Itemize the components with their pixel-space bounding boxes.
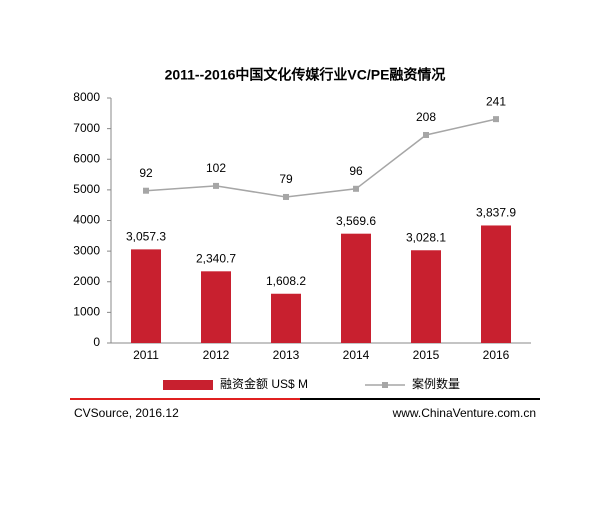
x-tick-label: 2011: [133, 348, 159, 362]
data-label: 102: [206, 161, 226, 175]
marker: [353, 185, 359, 192]
source: CVSource, 2016.12: [74, 406, 179, 420]
legend-swatch: [163, 380, 213, 390]
legend-marker: [382, 382, 388, 388]
data-label: 2,340.7: [196, 251, 236, 265]
y-tick-label: 5000: [73, 182, 100, 196]
x-tick-label: 2012: [203, 348, 230, 362]
bar: [131, 249, 161, 343]
data-label: 208: [416, 110, 436, 124]
data-label: 3,569.6: [336, 214, 376, 228]
data-label: 3,837.9: [476, 206, 516, 220]
legend-label: 案例数量: [412, 376, 460, 391]
marker: [213, 182, 219, 189]
y-tick-label: 3000: [73, 243, 100, 257]
x-tick-label: 2016: [483, 348, 510, 362]
data-label: 96: [349, 164, 363, 178]
y-tick-label: 7000: [73, 121, 100, 135]
bar: [411, 250, 441, 343]
data-label: 3,028.1: [406, 230, 446, 244]
marker: [493, 116, 499, 123]
data-label: 92: [139, 166, 153, 180]
data-label: 241: [486, 94, 506, 108]
legend-label: 融资金额 US$ M: [220, 376, 308, 391]
bar: [341, 233, 371, 343]
bar: [481, 225, 511, 343]
y-tick-label: 8000: [73, 90, 100, 104]
marker: [283, 193, 289, 200]
data-label: 79: [279, 172, 293, 186]
chart-title: 2011--2016中国文化传媒行业VC/PE融资情况: [165, 67, 446, 83]
x-tick-label: 2013: [273, 348, 300, 362]
y-tick-label: 1000: [73, 305, 100, 319]
y-tick-label: 2000: [73, 274, 100, 288]
line: [145, 118, 497, 198]
website: www.ChinaVenture.com.cn: [392, 406, 536, 420]
y-tick-label: 4000: [73, 213, 100, 227]
bar: [201, 271, 231, 343]
bar: [271, 293, 301, 343]
y-tick-label: 0: [93, 335, 100, 349]
marker: [423, 131, 429, 138]
x-tick-label: 2015: [413, 348, 440, 362]
x-tick-label: 2014: [343, 348, 370, 362]
data-label: 3,057.3: [126, 230, 166, 244]
data-label: 1,608.2: [266, 274, 306, 288]
marker: [143, 187, 149, 194]
y-tick-label: 6000: [73, 151, 100, 165]
